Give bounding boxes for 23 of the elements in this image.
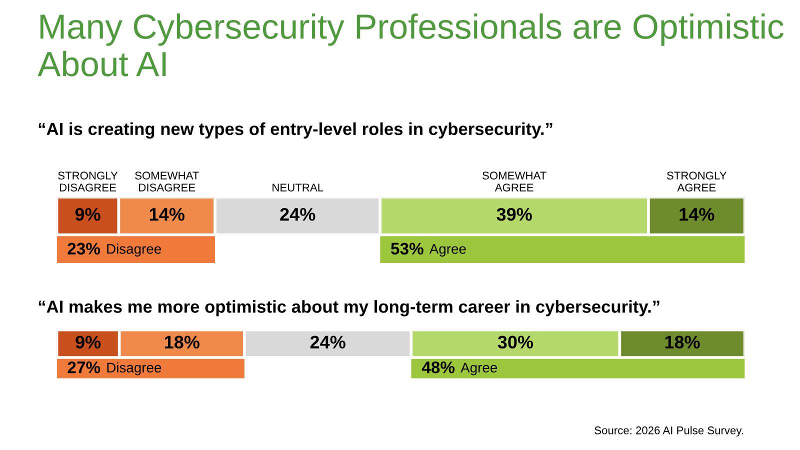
source-note: Source: 2026 AI Pulse Survey. <box>594 426 743 436</box>
data-label: 39% <box>496 208 532 221</box>
series-label: STRONGLY AGREE <box>666 172 727 192</box>
chart-title: “AI makes me more optimistic about my long-term career in cybersecurity.” <box>38 300 660 316</box>
data-label: 30% <box>498 336 534 349</box>
band-label: 23% Disagree <box>68 242 161 257</box>
data-label: 24% <box>310 336 346 348</box>
data-label: 14% <box>680 208 714 221</box>
data-label: 9% <box>75 208 100 221</box>
series-label: SOMEWHAT DISAGREE <box>135 172 199 192</box>
data-label: 24% <box>280 208 316 221</box>
data-label: 14% <box>150 208 184 221</box>
chart-title: Many Cybersecurity Professionals are Optimistic About AI <box>38 14 784 76</box>
series-label: NEUTRAL <box>272 184 324 192</box>
series-label: STRONGLY DISAGREE <box>58 172 118 192</box>
chart-subtitle: “AI is creating new types of entry-level roles in cybersecurity.” <box>38 122 552 139</box>
band-label: 27% Disagree <box>68 361 162 376</box>
band-label: 48% Agree <box>422 361 498 376</box>
band-label: 53% Agree <box>390 242 466 257</box>
data-label: 18% <box>665 336 700 349</box>
series-label: SOMEWHAT AGREE <box>482 172 546 192</box>
data-label: 9% <box>76 336 101 349</box>
data-label: 18% <box>164 336 200 349</box>
